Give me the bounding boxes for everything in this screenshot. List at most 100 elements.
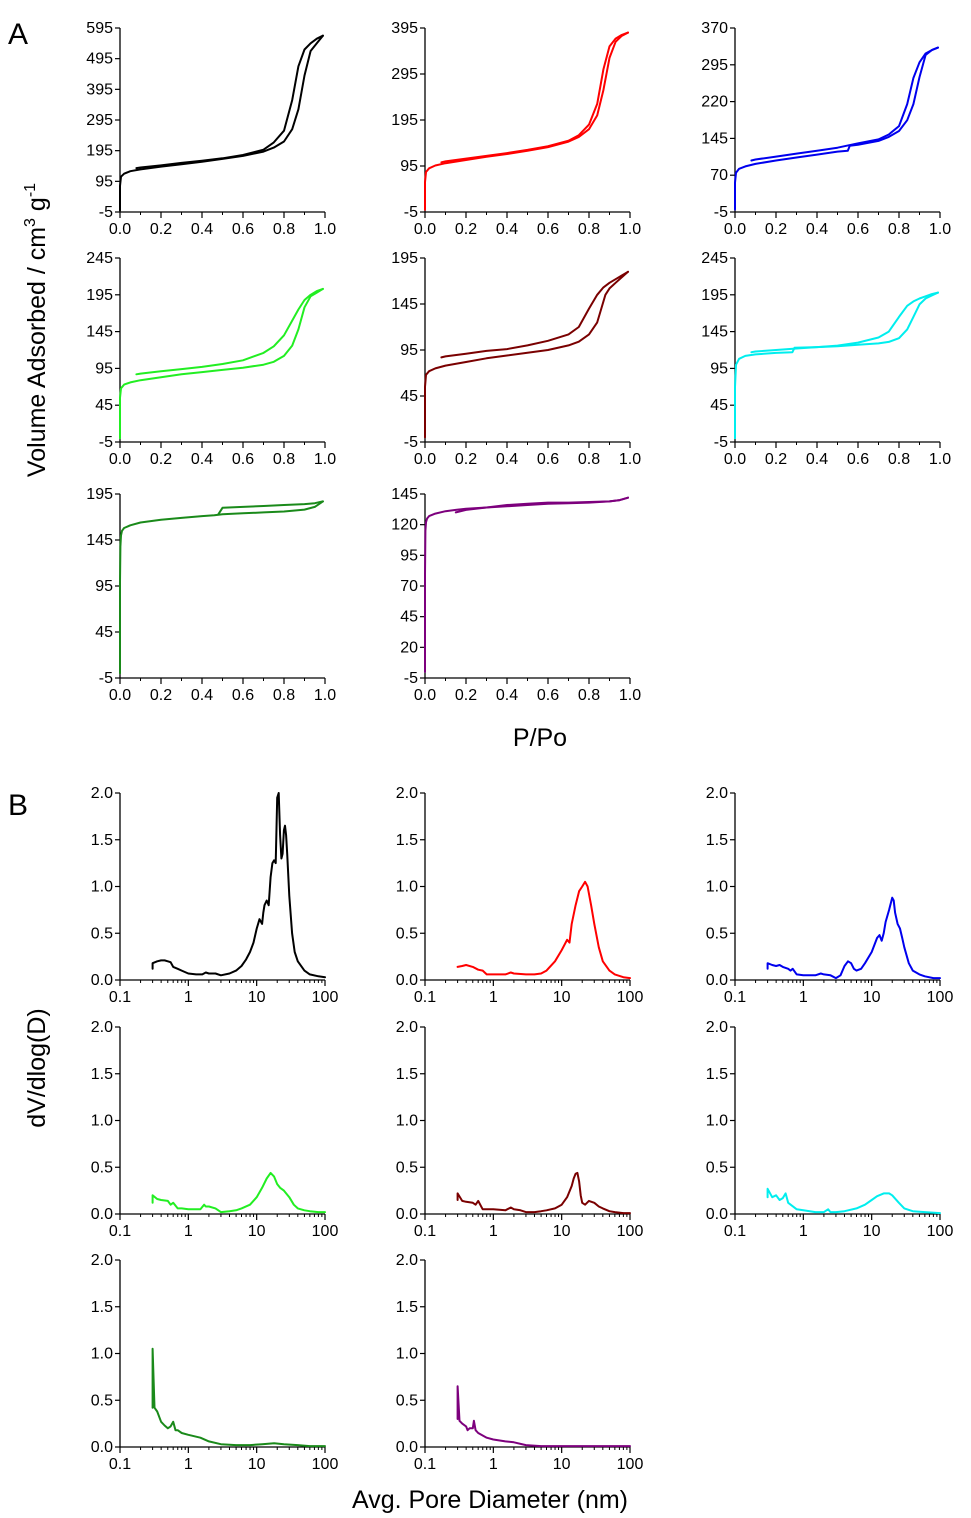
series-line-2 — [217, 500, 324, 516]
y-tick-label: 145 — [701, 130, 728, 147]
y-tick-label: 1.0 — [396, 1113, 418, 1130]
section-a-xlabel: P/Po — [513, 724, 567, 752]
y-tick-label: 0.0 — [91, 1439, 113, 1456]
x-tick-label: 0.4 — [496, 221, 518, 238]
x-tick-label: 10 — [553, 1456, 571, 1473]
series-line-2 — [135, 287, 324, 376]
x-tick-label: 1.0 — [314, 687, 336, 704]
y-tick-label: 195 — [86, 287, 113, 304]
y-tick-label: -5 — [714, 434, 728, 451]
x-tick-label: 10 — [248, 1223, 266, 1240]
y-tick-label: 0.5 — [396, 1392, 418, 1409]
y-tick-label: 1.5 — [396, 1299, 418, 1316]
x-tick-label: 0.6 — [537, 221, 559, 238]
series-line-1 — [424, 31, 629, 211]
y-tick-label: 0.0 — [91, 1206, 113, 1223]
y-tick-label: 2.0 — [396, 1252, 418, 1269]
y-tick-label: 1.5 — [91, 832, 113, 849]
plot-A-6: -5 45 95 145 195 245 0.0 0.2 0.4 0.6 0.8 1.0 — [701, 250, 951, 468]
x-tick-label: 0.8 — [273, 687, 295, 704]
plot-A-8: -5 20 45 70 95 120 145 0.0 0.2 0.4 0.6 0.8 1.0 — [391, 486, 641, 704]
x-tick-label: 1 — [799, 989, 808, 1006]
y-tick-label: -5 — [99, 670, 113, 687]
y-tick-label: 1.5 — [91, 1066, 113, 1083]
x-tick-label: 1 — [184, 1456, 193, 1473]
x-tick-label: 0.1 — [414, 1456, 436, 1473]
y-tick-label: 1.5 — [396, 832, 418, 849]
y-tick-label: -5 — [714, 204, 728, 221]
x-tick-label: 1.0 — [314, 451, 336, 468]
y-tick-label: 1.0 — [396, 879, 418, 896]
series-line-1 — [734, 291, 939, 440]
plot-A-7: -5 45 95 145 195 0.0 0.2 0.4 0.6 0.8 1.0 — [86, 486, 336, 704]
y-tick-label: 0.0 — [706, 1206, 728, 1223]
y-tick-label: 195 — [391, 250, 418, 267]
y-tick-label: 2.0 — [706, 785, 728, 802]
y-tick-label: 0.0 — [396, 972, 418, 989]
section-b-xlabel: Avg. Pore Diameter (nm) — [352, 1486, 628, 1514]
x-tick-label: 100 — [312, 1456, 339, 1473]
series-line-1 — [119, 34, 324, 212]
y-tick-label: 0.5 — [396, 925, 418, 942]
y-tick-label: 95 — [400, 158, 418, 175]
x-tick-label: 10 — [553, 989, 571, 1006]
x-tick-label: 100 — [312, 1223, 339, 1240]
y-tick-label: -5 — [404, 434, 418, 451]
y-tick-label: 95 — [400, 547, 418, 564]
section-a-ylabel: Volume Adsorbed / cm3 g-1 — [22, 183, 51, 477]
section-a-ylabel-main: Volume Adsorbed / cm — [23, 227, 51, 477]
y-tick-label: 1.5 — [396, 1066, 418, 1083]
y-tick-label: 0.5 — [706, 1159, 728, 1176]
y-tick-label: 2.0 — [91, 1019, 113, 1036]
series-line-2 — [135, 34, 324, 170]
x-tick-label: 0.8 — [888, 451, 910, 468]
y-tick-label: 1.5 — [706, 832, 728, 849]
plot-B-7: 0.0 0.5 1.0 1.5 2.0 0.1 1 10 100 — [91, 1252, 339, 1473]
x-tick-label: 0.1 — [109, 1223, 131, 1240]
series-line-1 — [766, 1187, 941, 1215]
x-tick-label: 0.2 — [765, 451, 787, 468]
x-tick-label: 0.1 — [724, 1223, 746, 1240]
x-tick-label: 0.1 — [724, 989, 746, 1006]
x-tick-label: 0.0 — [414, 221, 436, 238]
series-line-1 — [456, 1171, 631, 1215]
x-tick-label: 1 — [489, 989, 498, 1006]
x-tick-label: 0.1 — [414, 989, 436, 1006]
y-tick-label: 145 — [391, 296, 418, 313]
x-tick-label: 1.0 — [314, 221, 336, 238]
plot-B-1: 0.0 0.5 1.0 1.5 2.0 0.1 1 10 100 — [91, 785, 339, 1006]
x-tick-label: 0.0 — [109, 687, 131, 704]
series-line-2 — [440, 270, 629, 359]
x-tick-label: 0.4 — [191, 221, 213, 238]
y-tick-label: 45 — [400, 388, 418, 405]
x-tick-label: 0.2 — [150, 451, 172, 468]
x-tick-label: 10 — [863, 1223, 881, 1240]
y-tick-label: 145 — [86, 532, 113, 549]
x-tick-label: 100 — [312, 989, 339, 1006]
y-tick-label: 295 — [86, 112, 113, 129]
series-line-2 — [440, 31, 629, 164]
x-tick-label: 0.2 — [455, 221, 477, 238]
y-tick-label: 45 — [710, 397, 728, 414]
y-tick-label: 1.5 — [706, 1066, 728, 1083]
y-tick-label: 1.5 — [91, 1299, 113, 1316]
x-tick-label: 100 — [927, 989, 954, 1006]
y-tick-label: 145 — [701, 324, 728, 341]
y-tick-label: 395 — [86, 81, 113, 98]
y-tick-label: 195 — [86, 143, 113, 160]
y-tick-label: 0.0 — [396, 1206, 418, 1223]
x-tick-label: 0.0 — [109, 451, 131, 468]
y-tick-label: 495 — [86, 51, 113, 68]
x-tick-label: 0.2 — [455, 451, 477, 468]
y-tick-label: 145 — [391, 486, 418, 503]
x-tick-label: 0.4 — [806, 451, 828, 468]
y-tick-label: 195 — [701, 287, 728, 304]
series-line-1 — [151, 1171, 326, 1214]
y-tick-label: 95 — [710, 360, 728, 377]
plot-B-5: 0.0 0.5 1.0 1.5 2.0 0.1 1 10 100 — [396, 1019, 644, 1240]
x-tick-label: 1 — [799, 1223, 808, 1240]
plot-A-4: -5 45 95 145 195 245 0.0 0.2 0.4 0.6 0.8 1.0 — [86, 250, 336, 468]
y-tick-label: 295 — [701, 57, 728, 74]
